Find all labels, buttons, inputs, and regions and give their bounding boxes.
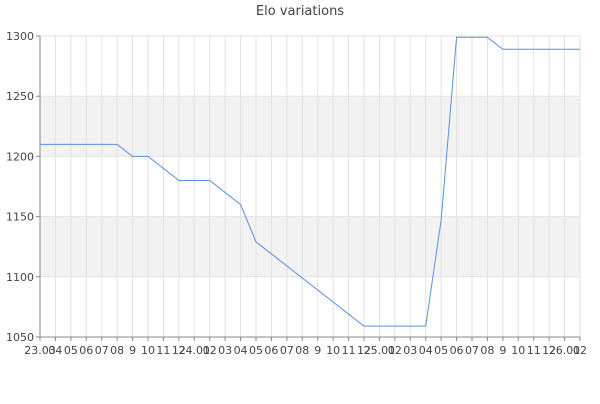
x-tick-label: 11 — [342, 344, 356, 357]
x-tick-label: 12 — [357, 344, 371, 357]
x-tick-label: 04 — [48, 344, 62, 357]
x-tick-label: 07 — [95, 344, 109, 357]
x-tick-label: 03 — [403, 344, 417, 357]
series-line — [40, 36, 580, 327]
y-tick-label: 1050 — [6, 331, 34, 344]
x-tick-label: 02 — [388, 344, 402, 357]
x-tick-label: 23.03 — [24, 344, 56, 357]
x-tick-label: 26.01 — [549, 344, 581, 357]
x-tick-label: 05 — [64, 344, 78, 357]
y-tick-label: 1250 — [6, 90, 34, 103]
x-tick-label: 11 — [527, 344, 541, 357]
x-tick-label: 12 — [542, 344, 556, 357]
x-tick-label: 03 — [218, 344, 232, 357]
x-tick-label: 04 — [419, 344, 433, 357]
chart-title: Elo variations — [255, 4, 345, 19]
x-tick-label: 06 — [79, 344, 93, 357]
x-tick-label: 04 — [234, 344, 248, 357]
x-tick-label: 07 — [465, 344, 479, 357]
y-tick-label: 1150 — [6, 211, 34, 224]
x-tick-label: 11 — [156, 344, 170, 357]
x-tick-label: 08 — [480, 344, 494, 357]
x-tick-label: 9 — [499, 344, 506, 357]
x-tick-label: 02 — [573, 344, 587, 357]
y-tick-label: 1100 — [6, 271, 34, 284]
x-tick-label: 12 — [172, 344, 186, 357]
y-tick-label: 1300 — [6, 30, 34, 43]
plot-band — [40, 96, 580, 157]
x-tick-label: 07 — [280, 344, 294, 357]
x-tick-label: 08 — [110, 344, 124, 357]
x-tick-label: 10 — [326, 344, 340, 357]
x-tick-label: 05 — [249, 344, 263, 357]
x-tick-label: 24.01 — [179, 344, 211, 357]
plot-band — [40, 216, 580, 277]
x-tick-label: 06 — [450, 344, 464, 357]
x-tick-label: 10 — [511, 344, 525, 357]
x-tick-label: 9 — [314, 344, 321, 357]
x-tick-label: 02 — [203, 344, 217, 357]
x-tick-label: 9 — [129, 344, 136, 357]
x-tick-label: 08 — [295, 344, 309, 357]
y-tick-label: 1200 — [6, 150, 34, 163]
x-tick-label: 10 — [141, 344, 155, 357]
x-tick-label: 05 — [434, 344, 448, 357]
x-tick-label: 06 — [264, 344, 278, 357]
x-tick-label: 25.01 — [364, 344, 396, 357]
